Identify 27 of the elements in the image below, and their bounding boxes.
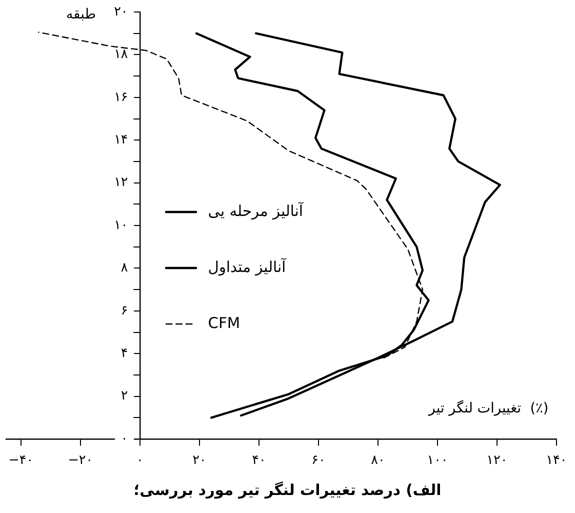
y-tick-label: ۶ — [120, 303, 128, 318]
x-tick-label: ۱۰۰ — [427, 453, 448, 468]
x-tick-label: ۱۴۰ — [546, 453, 568, 468]
x-tick-label: ۶۰ — [311, 453, 326, 468]
x-tick-label: ۴۰ — [252, 453, 266, 468]
x-tick-label: ۰ — [136, 453, 144, 468]
y-axis-title: طبقه — [66, 6, 96, 23]
x-tick-label: −۲۰ — [68, 453, 93, 468]
y-tick-label: ۲۰ — [114, 4, 128, 20]
y-tick-label: ۰ — [120, 431, 128, 446]
y-tick-label: ۱۶ — [114, 90, 128, 105]
y-tick-label: ۴ — [120, 346, 128, 361]
legend-label: CFM — [208, 314, 240, 332]
y-tick-label: ۱۲ — [114, 175, 128, 190]
y-tick-label: ۱۸ — [114, 47, 128, 62]
x-tick-label: ۱۲۰ — [486, 453, 508, 468]
y-tick-label: ۱۰ — [114, 218, 128, 233]
legend-label: آنالیز متداول — [208, 256, 287, 276]
y-tick-label: ۱۴ — [114, 132, 128, 148]
y-tick-label: ۲ — [120, 388, 128, 404]
y-tick-label: ۸ — [120, 260, 128, 276]
x-tick-label: ۸۰ — [370, 453, 385, 468]
x-tick-label: −۴۰ — [8, 453, 34, 468]
legend-label: آنالیز مرحله یی — [208, 200, 304, 220]
x-tick-label: ۲۰ — [192, 453, 206, 468]
text: الف) درصد تغییرات لنگر تیر مورد بررسی؛ — [134, 480, 442, 499]
x-axis-title: (٪) تغییرات لنگر تیر — [428, 400, 549, 417]
